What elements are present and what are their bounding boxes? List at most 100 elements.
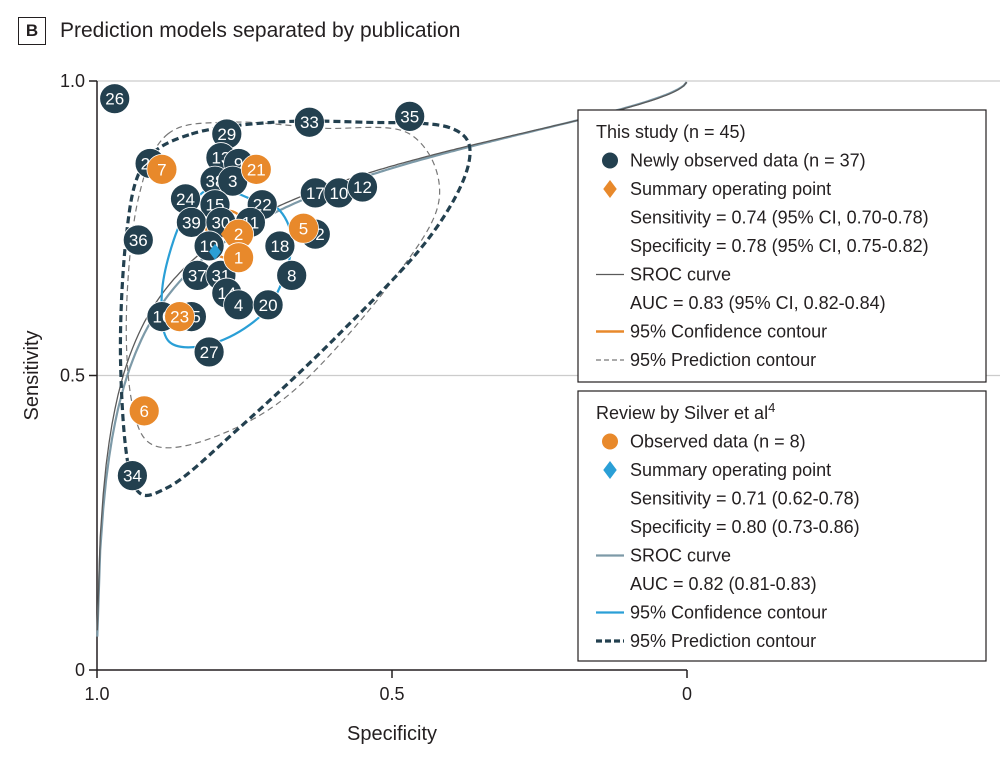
x-axis-label: Specificity [347, 723, 437, 745]
legend-entry-text: 95% Confidence contour [630, 603, 827, 623]
point-label: 7 [157, 160, 166, 179]
point-label: 1 [234, 249, 243, 268]
data-point-7: 7 [146, 153, 178, 185]
point-label: 5 [299, 219, 308, 238]
data-points: 2635332928139383241710121522393011363218… [99, 83, 426, 492]
legend-entry-text: Summary operating point [630, 460, 831, 480]
legend-entry-text: Specificity = 0.80 (0.73-0.86) [630, 517, 860, 537]
data-point-1: 1 [223, 242, 255, 274]
x-tick-label-0: 1.0 [84, 684, 109, 704]
legend-box [577, 390, 987, 662]
legend-entry-text: Sensitivity = 0.74 (95% CI, 0.70-0.78) [630, 208, 929, 228]
point-marker [164, 301, 196, 333]
y-tick-label-0: 0 [75, 660, 85, 680]
point-label: 18 [270, 237, 289, 256]
point-marker [122, 224, 154, 256]
data-point-35: 35 [394, 100, 426, 132]
data-point-26: 26 [99, 83, 131, 115]
data-point-20: 20 [252, 289, 284, 321]
y-axis-label: Sensitivity [21, 330, 43, 420]
legend-silver-review: Review by Silver et al4 Observed data (n … [577, 390, 987, 662]
legend-entry-text: Newly observed data (n = 37) [630, 151, 866, 171]
point-label: 6 [139, 402, 148, 421]
point-marker [240, 153, 272, 185]
data-point-39: 39 [175, 206, 207, 238]
legend-entry-text: 95% Prediction contour [630, 350, 816, 370]
data-point-5: 5 [288, 212, 319, 244]
data-point-37: 37 [181, 259, 213, 291]
legend-entry-text: AUC = 0.83 (95% CI, 0.82-0.84) [630, 293, 886, 313]
point-label: 21 [247, 160, 266, 179]
legend-entry-text: 95% Prediction contour [630, 631, 816, 651]
point-marker [288, 212, 319, 244]
data-point-21: 21 [240, 153, 272, 185]
point-marker [223, 242, 255, 274]
legend-this-study: This study (n = 45) Newly observed data (… [577, 109, 987, 383]
point-marker [128, 395, 160, 427]
panel-title: Prediction models separated by publicati… [60, 19, 461, 42]
data-point-36: 36 [122, 224, 154, 256]
legend-marker-newly-observed [602, 152, 618, 169]
point-label: 27 [200, 343, 219, 362]
point-label: 36 [129, 231, 148, 250]
legend-box [577, 109, 987, 383]
point-label: 24 [176, 190, 195, 209]
point-label: 2 [234, 225, 243, 244]
x-tick-label-1: 0.5 [379, 684, 404, 704]
data-point-8: 8 [276, 259, 308, 291]
legend-marker-summary-review [603, 461, 617, 479]
legends: This study (n = 45) Newly observed data (… [577, 109, 987, 662]
summary-points [209, 226, 233, 260]
point-label: 35 [400, 107, 419, 126]
panel-header: B Prediction models separated by publica… [18, 16, 460, 46]
legend-entry-text: SROC curve [630, 265, 731, 285]
legend-entry-text: Sensitivity = 0.71 (0.62-0.78) [630, 489, 860, 509]
data-point-10: 10 [323, 177, 355, 209]
review-confidence-contour [160, 185, 293, 349]
panel-letter: B [18, 17, 46, 45]
point-label: 10 [329, 184, 348, 203]
point-label: 20 [259, 296, 278, 315]
legend-entry-text: Specificity = 0.78 (95% CI, 0.75-0.82) [630, 236, 929, 256]
data-point-19: 19 [193, 230, 225, 262]
point-marker [193, 336, 225, 368]
point-label: 34 [123, 467, 142, 486]
point-label: 37 [188, 266, 207, 285]
legend-entry-text: AUC = 0.82 (0.81-0.83) [630, 574, 817, 594]
data-point-29: 29 [211, 118, 243, 150]
legend-entry-text: SROC curve [630, 546, 731, 566]
point-marker [264, 230, 296, 262]
data-point-18: 18 [264, 230, 296, 262]
point-marker [394, 100, 426, 132]
point-label: 17 [306, 184, 325, 203]
point-marker [293, 106, 325, 138]
data-point-33: 33 [293, 106, 325, 138]
point-label: 12 [353, 178, 372, 197]
legend-title: Review by Silver et al4 [596, 400, 775, 423]
y-tick-label-2: 1.0 [60, 71, 85, 91]
review-prediction-contour [118, 119, 472, 498]
point-label: 4 [234, 296, 243, 315]
legend-entry-text: 95% Confidence contour [630, 322, 827, 342]
data-point-12: 12 [347, 171, 378, 203]
legend-title: This study (n = 45) [596, 122, 746, 142]
data-point-34: 34 [116, 460, 148, 492]
point-marker [276, 259, 308, 291]
data-point-17: 17 [299, 177, 331, 209]
point-marker [146, 153, 178, 185]
x-tick-label-2: 0 [682, 684, 692, 704]
point-label: 9 [234, 154, 243, 173]
y-tick-label-1: 0.5 [60, 366, 85, 386]
point-label: 8 [287, 266, 296, 285]
point-label: 23 [170, 308, 189, 327]
data-point-23: 23 [164, 301, 196, 333]
point-label: 39 [182, 213, 201, 232]
data-point-27: 27 [193, 336, 225, 368]
review-summary-point [209, 243, 221, 260]
point-marker [116, 460, 148, 492]
point-marker [99, 83, 131, 115]
legend-marker-summary-study [603, 180, 617, 198]
data-point-24: 24 [170, 183, 201, 215]
point-label: 29 [217, 125, 236, 144]
